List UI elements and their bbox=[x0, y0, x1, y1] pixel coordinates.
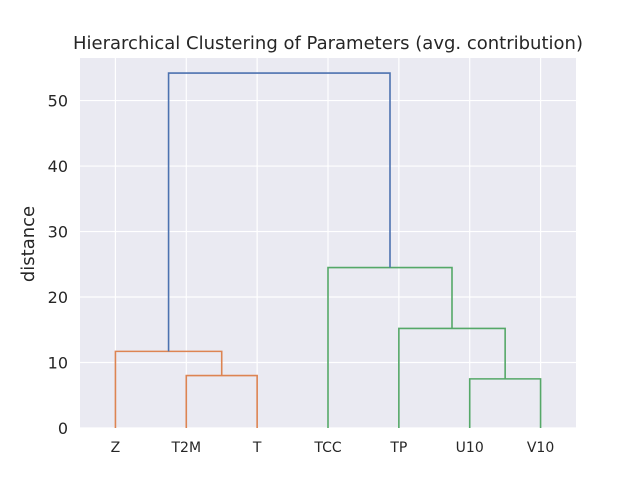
x-tick-label: Z bbox=[111, 440, 121, 456]
chart-title: Hierarchical Clustering of Parameters (a… bbox=[73, 33, 583, 54]
y-axis-label: distance bbox=[18, 206, 39, 282]
dendrogram-links bbox=[114, 72, 542, 428]
y-tick-labels: 0 10 20 30 40 50 bbox=[48, 92, 68, 438]
x-tick-label: V10 bbox=[527, 440, 554, 456]
x-tick-label: TP bbox=[389, 440, 407, 456]
x-tick-label: TCC bbox=[313, 440, 342, 456]
y-tick-label: 10 bbox=[48, 354, 68, 373]
y-tick-label: 40 bbox=[48, 157, 68, 176]
y-tick-label: 50 bbox=[48, 92, 68, 111]
x-tick-label: T bbox=[252, 440, 262, 456]
y-tick-label: 0 bbox=[58, 419, 68, 438]
y-tick-label: 20 bbox=[48, 288, 68, 307]
x-tick-labels: Z T2M T TCC TP U10 V10 bbox=[111, 440, 555, 456]
x-tick-label: U10 bbox=[456, 440, 484, 456]
dendrogram-link bbox=[167, 72, 391, 352]
x-tick-label: T2M bbox=[171, 440, 202, 456]
y-tick-label: 30 bbox=[48, 223, 68, 242]
